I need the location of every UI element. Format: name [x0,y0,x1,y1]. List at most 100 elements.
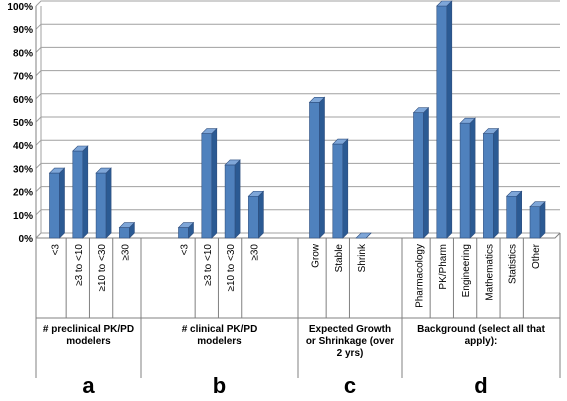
group-label: modelers [197,336,242,347]
bar-top [529,201,546,207]
bar-top [247,190,265,197]
group-label: # preclinical PK/PD [43,324,134,335]
category-label: <3 [180,244,191,256]
bar-top [201,128,218,134]
bar [49,172,60,239]
bar [178,227,189,239]
y-tick-label: 100% [7,2,33,13]
category-label: ≥3 to <10 [74,244,85,286]
bar-side [234,159,241,239]
y-tick-label: 90% [13,25,33,36]
category-label: PK/Pharm [438,244,449,290]
category-label: Other [531,243,542,269]
gridline [35,186,560,192]
group-label: modelers [66,336,111,347]
category-label: ≥30 [120,244,131,261]
y-tick-label: 80% [13,48,33,59]
gridline [35,46,560,53]
bar-top [118,222,136,228]
gridline [35,0,560,7]
y-tick-label: 30% [13,164,33,175]
gridline [35,162,560,169]
bar-side [319,96,325,239]
bar-side [82,145,89,239]
bar-top [48,167,66,174]
bar-side [105,167,112,239]
gridline [35,209,560,216]
gridline [35,70,560,76]
bar-side [258,190,264,239]
group-label: Expected Growth [309,324,391,335]
bar-side [59,167,65,239]
bar-top [72,145,89,152]
gridline [35,116,560,123]
bar-side [469,117,476,239]
plot-back-wall [35,6,42,239]
bar-top [355,232,372,239]
y-tick-label: 10% [13,211,33,222]
bar [332,143,344,239]
bar [459,122,471,239]
category-label: Engineering [461,244,472,297]
bar [224,164,236,239]
bar-top [332,138,349,145]
group-label: # clinical PK/PD [182,324,258,335]
bar [119,227,130,239]
gridline [35,93,560,100]
bar-top [436,0,453,7]
category-label: Shrink [357,243,368,272]
group-letter: c [344,373,356,398]
group-label: 2 yrs) [337,348,364,359]
group-letter: d [474,373,487,398]
bar-top [95,167,112,174]
group-letter: b [213,373,226,398]
bar-side [423,106,429,239]
y-tick-label: 20% [13,188,33,199]
bar-top [505,190,523,197]
group-label: or Shrinkage (over [306,336,394,347]
category-label: Statistics [508,244,519,284]
y-tick-label: 60% [13,95,33,106]
bar-top [459,117,476,124]
y-tick-label: 0% [19,234,34,245]
bar [413,112,424,239]
category-label: ≥10 to <30 [226,244,237,292]
bar-top [177,222,195,228]
y-tick-label: 50% [13,118,33,129]
category-label: Mathematics [484,244,495,301]
category-label: Pharmacology [415,244,426,308]
category-label: Stable [334,244,345,273]
bar [483,133,494,239]
bar [529,206,541,239]
bar-top [482,128,500,134]
category-label: ≥3 to <10 [203,244,214,286]
y-tick-label: 40% [13,141,33,152]
gridline [35,232,560,239]
bar [309,101,320,239]
group-letter: a [82,373,95,398]
bar [201,133,213,239]
y-tick-label: 70% [13,72,33,83]
bar-side [539,200,546,239]
category-label: ≥30 [249,244,260,261]
category-label: ≥10 to <30 [97,244,108,292]
category-label: <3 [51,244,62,256]
group-label: apply): [465,336,498,347]
bar-top [224,159,241,166]
group-label: Background (select all that [417,324,545,335]
bar [506,195,518,239]
gridline [35,23,560,30]
bar [95,172,107,239]
category-label: Grow [311,243,322,268]
bar-top [308,96,326,103]
bar-top [412,107,430,114]
bar-side [516,190,523,239]
bar-side [342,138,349,239]
bar [248,195,259,239]
bar-side [493,127,499,239]
gridline [35,139,560,146]
x-axis [36,232,561,239]
bar [436,5,448,239]
bar [72,150,84,239]
